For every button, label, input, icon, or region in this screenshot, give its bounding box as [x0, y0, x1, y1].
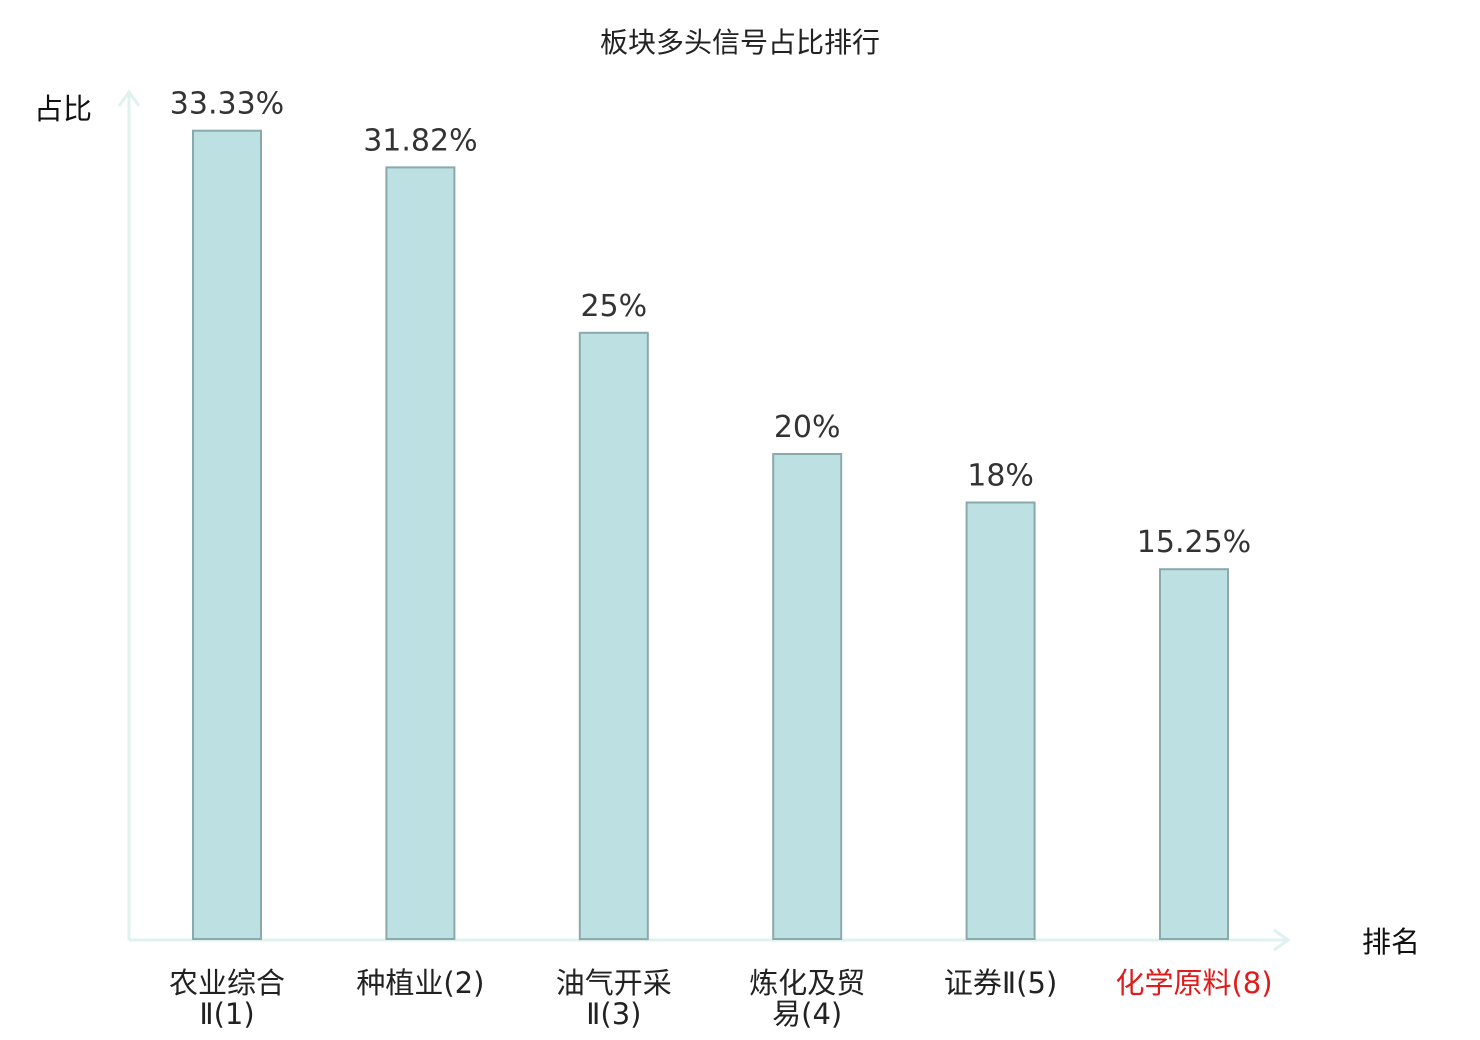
category-labels: 农业综合 Ⅱ(1) 种植业(2) 油气开采 Ⅱ(3) 炼化及贸易(4) 证券Ⅱ(5) 化学原料…: [169, 966, 1273, 1031]
category-label-1: 农业综合 Ⅱ(1): [169, 966, 285, 1031]
y-axis: [117, 89, 141, 940]
value-label-6: 15.25%: [1137, 525, 1251, 560]
value-label-3: 25%: [580, 289, 647, 324]
category-label-5-line-1: 证券Ⅱ(5): [944, 966, 1057, 1000]
category-label-5: 证券Ⅱ(5): [944, 966, 1057, 1000]
x-axis: [129, 928, 1291, 952]
value-label-2: 31.82%: [363, 123, 477, 158]
category-label-3-line-1: 油气开采: [556, 966, 672, 1000]
value-label-5: 18%: [967, 459, 1034, 494]
category-label-4: 炼化及贸易(4): [749, 966, 865, 1031]
bar-3: [578, 331, 649, 941]
value-label-1: 33.33%: [170, 87, 284, 122]
bar-6: [1159, 568, 1229, 940]
category-label-6: 化学原料(8): [1115, 966, 1272, 1000]
chart-title: 板块多头信号占比排行: [600, 26, 880, 59]
category-label-1-line-2: Ⅱ(1): [199, 997, 254, 1031]
data-labels: 33.33% 31.82% 25% 20% 18% 15.25%: [170, 87, 1251, 561]
category-label-2: 种植业(2): [356, 966, 484, 1000]
x-axis-title: 排名: [1362, 925, 1420, 959]
bar-1: [192, 129, 262, 940]
y-axis-title: 占比: [34, 92, 92, 126]
bar-2: [385, 166, 456, 940]
bar-series: [192, 129, 1229, 941]
category-label-6-line-1: 化学原料(8): [1115, 966, 1272, 1000]
category-label-4-line-1: 炼化及贸: [749, 966, 865, 1000]
category-label-1-line-1: 农业综合: [169, 966, 285, 1000]
category-label-4-line-2: 易(4): [772, 997, 842, 1031]
bar-5: [965, 501, 1036, 940]
category-label-3-line-2: Ⅱ(3): [586, 997, 641, 1031]
category-label-2-line-1: 种植业(2): [356, 966, 484, 1000]
value-label-4: 20%: [774, 410, 841, 445]
bar-4: [772, 453, 843, 940]
category-label-3: 油气开采 Ⅱ(3): [556, 966, 672, 1031]
